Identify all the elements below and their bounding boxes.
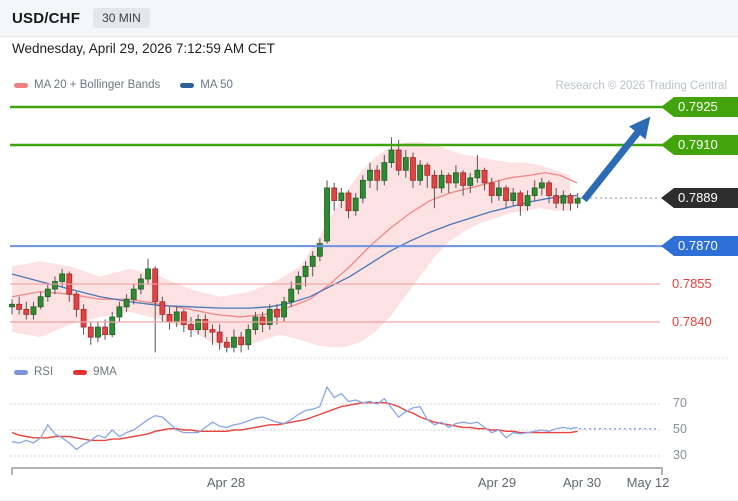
x-axis-label-apr30: Apr 30	[562, 475, 602, 490]
timeframe-badge[interactable]: 30 MIN	[93, 8, 150, 28]
ma50-legend-label: MA 50	[200, 79, 233, 91]
rsi-level-50: 50	[673, 422, 687, 436]
support-level-label-2: 0.7840	[672, 314, 712, 329]
last-price-badge: 0.7889	[661, 188, 738, 208]
chart-area: MA 20 + Bollinger Bands MA 50 Research ©…	[0, 60, 738, 500]
date-line: Wednesday, April 29, 2026 7:12:59 AM CET	[12, 41, 275, 56]
rsi-level-70: 70	[673, 396, 687, 410]
resistance-upper-value: 0.7925	[678, 99, 718, 114]
support-level-badge: 0.7870	[661, 236, 738, 256]
x-axis-label-may12: May 12	[626, 475, 670, 490]
main-legend: MA 20 + Bollinger Bands MA 50	[14, 79, 233, 91]
support-major-value: 0.7870	[678, 238, 718, 253]
ma9-swatch-icon	[73, 369, 88, 375]
ma20-swatch-icon	[14, 82, 28, 88]
resistance-level-badge-upper: 0.7925	[661, 97, 738, 117]
x-axis-label-apr28: Apr 28	[206, 475, 246, 490]
price-chart-svg[interactable]	[0, 60, 738, 500]
header-bar: USD/CHF 30 MIN	[0, 0, 738, 37]
rsi-legend-label: RSI	[34, 366, 54, 378]
ma20-legend-label: MA 20 + Bollinger Bands	[34, 79, 161, 91]
ma9-legend-label: 9MA	[93, 366, 117, 378]
resistance-level-badge-lower: 0.7910	[661, 135, 738, 155]
rsi-level-30: 30	[673, 448, 687, 462]
support-level-label-1: 0.7855	[672, 276, 712, 291]
x-axis-label-apr29: Apr 29	[477, 475, 517, 490]
watermark: Research © 2026 Trading Central	[555, 80, 727, 92]
rsi-legend: RSI 9MA	[14, 366, 117, 378]
last-price-value: 0.7889	[678, 190, 718, 205]
symbol-title: USD/CHF	[12, 9, 81, 27]
resistance-lower-value: 0.7910	[678, 137, 718, 152]
rsi-swatch-icon	[14, 369, 28, 375]
ma50-swatch-icon	[180, 82, 195, 88]
